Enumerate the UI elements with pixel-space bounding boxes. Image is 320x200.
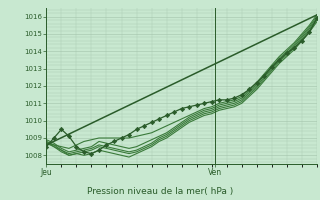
Text: Pression niveau de la mer( hPa ): Pression niveau de la mer( hPa )	[87, 187, 233, 196]
